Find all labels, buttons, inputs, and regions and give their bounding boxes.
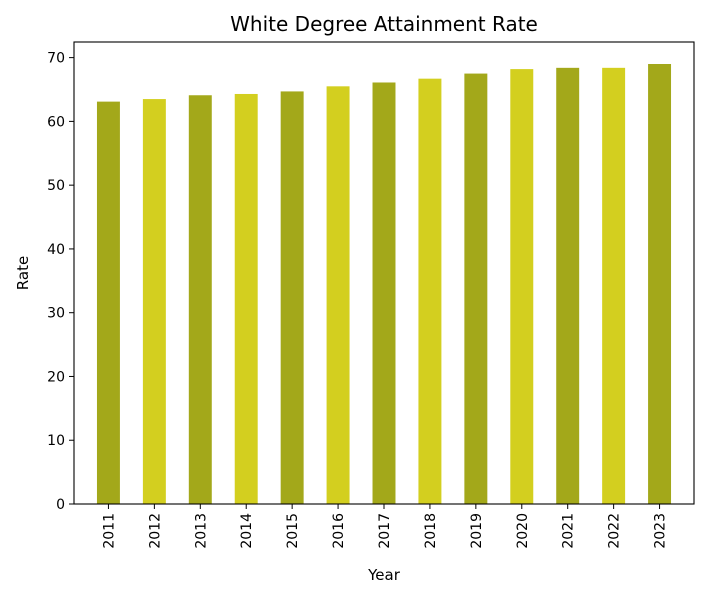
x-tick-label: 2020 [515, 513, 531, 549]
y-axis-label: Rate [14, 256, 32, 290]
bar-2019 [464, 73, 488, 504]
bar-2011 [96, 101, 120, 505]
x-tick-label: 2015 [285, 513, 301, 549]
y-tick-label: 30 [47, 306, 65, 322]
chart-title: White Degree Attainment Rate [230, 12, 538, 36]
bar-2016 [326, 86, 350, 504]
bar-2017 [372, 82, 396, 505]
x-tick-label: 2012 [147, 513, 163, 549]
y-axis: 0 10 20 30 40 50 60 70 [47, 51, 74, 513]
x-axis: 2011 2012 2013 2014 2015 2016 2017 2018 2019 2020… [101, 504, 669, 549]
bar-2014 [234, 93, 258, 504]
bar-2021 [556, 67, 580, 504]
bar-2012 [142, 99, 166, 504]
x-tick-label: 2018 [423, 513, 439, 549]
y-tick-label: 0 [56, 497, 65, 513]
x-axis-label: Year [367, 566, 401, 584]
x-tick-label: 2019 [469, 513, 485, 549]
bar-2013 [188, 95, 212, 504]
bar-2015 [280, 91, 304, 505]
x-tick-label: 2013 [193, 513, 209, 549]
x-tick-label: 2021 [561, 513, 577, 549]
bar-2023 [648, 64, 672, 504]
plot-frame [73, 41, 695, 505]
y-tick-label: 10 [47, 433, 65, 449]
y-tick-label: 40 [47, 242, 65, 258]
x-tick-label: 2014 [239, 513, 255, 549]
bar-2022 [602, 67, 626, 504]
bar-2018 [418, 78, 442, 505]
bar-2020 [510, 69, 534, 504]
x-tick-label: 2023 [653, 513, 669, 549]
y-tick-label: 50 [47, 178, 65, 194]
bars-group [96, 64, 672, 505]
x-tick-label: 2022 [607, 513, 623, 549]
y-tick-label: 70 [47, 51, 65, 67]
y-tick-label: 20 [47, 369, 65, 385]
x-tick-label: 2016 [331, 513, 347, 549]
y-tick-label: 60 [47, 114, 65, 130]
x-tick-label: 2011 [101, 513, 117, 549]
x-tick-label: 2017 [377, 513, 393, 549]
